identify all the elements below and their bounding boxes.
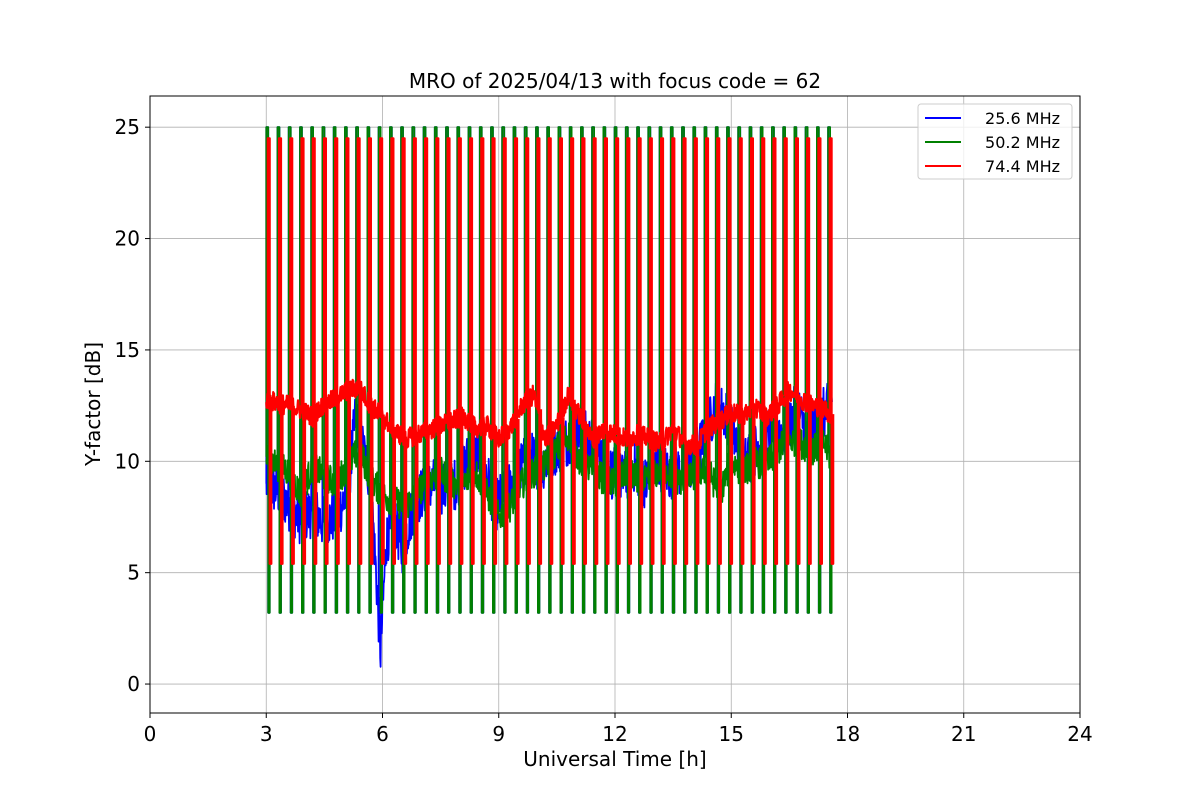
series-line-74-4-mhz xyxy=(265,137,835,565)
y-tick-label: 0 xyxy=(127,672,140,696)
x-tick-label: 0 xyxy=(144,722,157,746)
series-layer xyxy=(265,126,835,668)
legend-label: 74.4 MHz xyxy=(985,157,1060,176)
x-tick-label: 6 xyxy=(376,722,389,746)
x-tick-label: 15 xyxy=(719,722,744,746)
legend: 25.6 MHz 50.2 MHz 74.4 MHz xyxy=(917,103,1073,180)
x-axis-label: Universal Time [h] xyxy=(523,747,706,771)
y-tick-label: 5 xyxy=(127,561,140,585)
y-tick-label: 10 xyxy=(115,449,140,473)
x-tick-label: 12 xyxy=(602,722,627,746)
x-axis: 0 3 6 9 12 15 18 21 24 xyxy=(144,713,1093,746)
x-tick-label: 21 xyxy=(951,722,976,746)
chart-title: MRO of 2025/04/13 with focus code = 62 xyxy=(409,69,821,93)
x-tick-label: 9 xyxy=(492,722,505,746)
y-axis-label: Y-factor [dB] xyxy=(81,342,105,467)
x-tick-label: 24 xyxy=(1067,722,1092,746)
legend-label: 50.2 MHz xyxy=(985,133,1060,152)
y-tick-label: 20 xyxy=(115,227,140,251)
y-tick-label: 25 xyxy=(115,115,140,139)
legend-box xyxy=(917,103,1073,180)
x-tick-label: 18 xyxy=(835,722,860,746)
y-tick-label: 15 xyxy=(115,338,140,362)
legend-label: 25.6 MHz xyxy=(985,109,1060,128)
x-tick-label: 3 xyxy=(260,722,273,746)
y-axis: 0 5 10 15 20 25 xyxy=(115,115,150,696)
